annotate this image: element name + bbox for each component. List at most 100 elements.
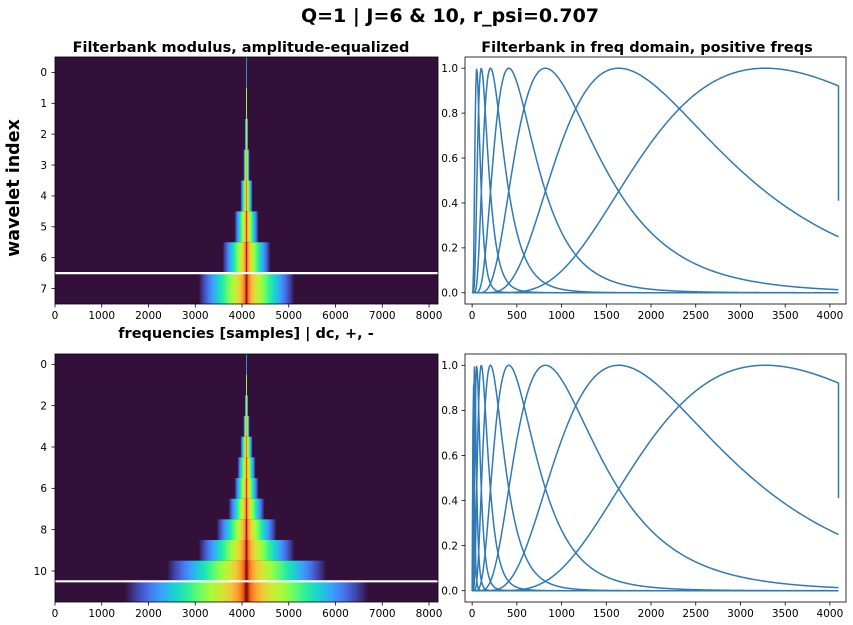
filter-curve-7: [471, 366, 839, 592]
heatmap-top-xlabel: frequencies [samples] | dc, +, -: [118, 326, 373, 342]
x-tick-label: 0: [52, 608, 59, 620]
y-tick-label: 7: [40, 283, 47, 295]
x-tick-label: 8000: [416, 608, 443, 620]
y-tick-label: 0.4: [441, 495, 458, 507]
y-tick-label: 0: [40, 67, 47, 79]
x-tick-label: 3500: [772, 310, 799, 322]
x-tick-label: 4000: [229, 310, 256, 322]
filter-curve-5: [472, 67, 839, 294]
heatmap-row-6: [234, 478, 259, 499]
heatmap-row-7: [228, 498, 265, 520]
heatmap-row-4: [240, 180, 253, 212]
filter-curve-3: [472, 364, 839, 592]
figure-ylabel: wavelet index: [4, 118, 24, 256]
x-tick-label: 2000: [135, 608, 162, 620]
heatmap-row-8: [216, 519, 277, 540]
y-tick-label: 0.2: [441, 540, 458, 552]
x-tick-label: 5000: [275, 608, 302, 620]
x-tick-label: 2000: [135, 310, 162, 322]
filter-curve-0: [472, 364, 840, 592]
y-tick-label: 6: [40, 252, 47, 264]
x-tick-label: 1500: [593, 608, 620, 620]
y-tick-label: 0.2: [441, 243, 458, 255]
x-tick-label: 4000: [817, 310, 844, 322]
x-tick-label: 8000: [416, 310, 443, 322]
y-tick-label: 1.0: [441, 360, 458, 372]
heatmap-row-0: [246, 354, 247, 375]
filter-curve-2: [472, 364, 839, 592]
y-tick-label: 10: [34, 566, 47, 578]
x-tick-label: 5000: [275, 310, 302, 322]
heatmap-row-10: [167, 560, 326, 582]
filter-curve-3: [472, 67, 839, 294]
x-tick-label: 1500: [593, 310, 620, 322]
heatmap-row-1: [245, 87, 248, 119]
line-frame: [464, 56, 847, 305]
heatmap-frame: [54, 353, 439, 603]
x-tick-label: 1000: [88, 608, 115, 620]
freq-panel-top: Filterbank in freq domain, positive freq…: [441, 40, 847, 322]
y-tick-label: 5: [40, 222, 47, 234]
x-tick-label: 0: [52, 310, 59, 322]
x-tick-label: 3000: [727, 608, 754, 620]
heatmap-panel-top: Filterbank modulus, amplitude-equalized …: [40, 40, 442, 342]
y-tick-label: 8: [40, 524, 47, 536]
y-tick-label: 4: [40, 442, 47, 454]
x-tick-label: 3000: [727, 310, 754, 322]
filter-curve-1: [472, 67, 839, 294]
x-tick-label: 7000: [369, 310, 396, 322]
y-tick-label: 1: [40, 98, 47, 110]
y-tick-label: 2: [40, 129, 47, 141]
heatmap-row-0: [246, 57, 247, 88]
heatmap-row-3: [243, 416, 250, 437]
x-tick-label: 3500: [772, 608, 799, 620]
heatmap-row-5: [237, 457, 256, 478]
heatmap-row-4: [240, 436, 253, 458]
line-frame: [464, 353, 847, 603]
x-tick-label: 4000: [817, 608, 844, 620]
y-tick-label: 2: [40, 400, 47, 412]
x-tick-label: 2500: [682, 310, 709, 322]
heatmap-row-2: [245, 395, 248, 416]
y-tick-label: 0.0: [441, 586, 458, 598]
x-tick-label: 2500: [682, 608, 709, 620]
heatmap-panel-bottom: 0 1000 2000 3000 4000 5000 6000 7000 8000 0 2 4 6 8 10: [34, 353, 443, 620]
y-tick-label: 4: [40, 191, 47, 203]
x-tick-label: 2000: [638, 608, 665, 620]
x-tick-label: 3000: [182, 608, 209, 620]
filter-curve-6: [471, 365, 839, 592]
heatmap-row-5: [234, 211, 259, 243]
x-tick-label: 500: [507, 310, 527, 322]
heatmap-frame: [54, 56, 439, 305]
x-tick-label: 7000: [369, 608, 396, 620]
y-tick-label: 0.0: [441, 288, 458, 300]
x-tick-label: 1000: [548, 310, 575, 322]
heatmap-row-9: [198, 540, 295, 561]
heatmap-row-11: [124, 581, 369, 602]
heatmap-row-6: [222, 242, 271, 274]
x-tick-label: 0: [469, 310, 476, 322]
y-tick-label: 0.4: [441, 198, 458, 210]
x-tick-label: 2000: [638, 310, 665, 322]
y-tick-label: 0.8: [441, 108, 458, 120]
heatmap-row-7: [198, 273, 295, 304]
y-tick-label: 0: [40, 359, 47, 371]
figure-suptitle: Q=1 | J=6 & 10, r_psi=0.707: [301, 5, 599, 27]
filter-curve-2: [472, 67, 839, 294]
heatmap-row-3: [243, 149, 250, 181]
y-tick-label: 0.8: [441, 405, 458, 417]
x-tick-label: 0: [469, 608, 476, 620]
x-tick-label: 3000: [182, 310, 209, 322]
x-tick-label: 6000: [322, 310, 349, 322]
freq-top-title: Filterbank in freq domain, positive freq…: [481, 40, 813, 56]
y-tick-label: 0.6: [441, 153, 458, 165]
filter-curve-0: [472, 67, 840, 294]
x-tick-label: 6000: [322, 608, 349, 620]
heatmap-row-1: [245, 374, 248, 396]
x-tick-label: 4000: [229, 608, 256, 620]
filter-curve-5: [472, 364, 839, 592]
freq-panel-bottom: 0 500 1000 1500 2000 2500 3000 3500 4000 0.0 0.2 0.…: [441, 353, 847, 620]
filter-curve-1: [472, 364, 839, 592]
x-tick-label: 1000: [88, 310, 115, 322]
